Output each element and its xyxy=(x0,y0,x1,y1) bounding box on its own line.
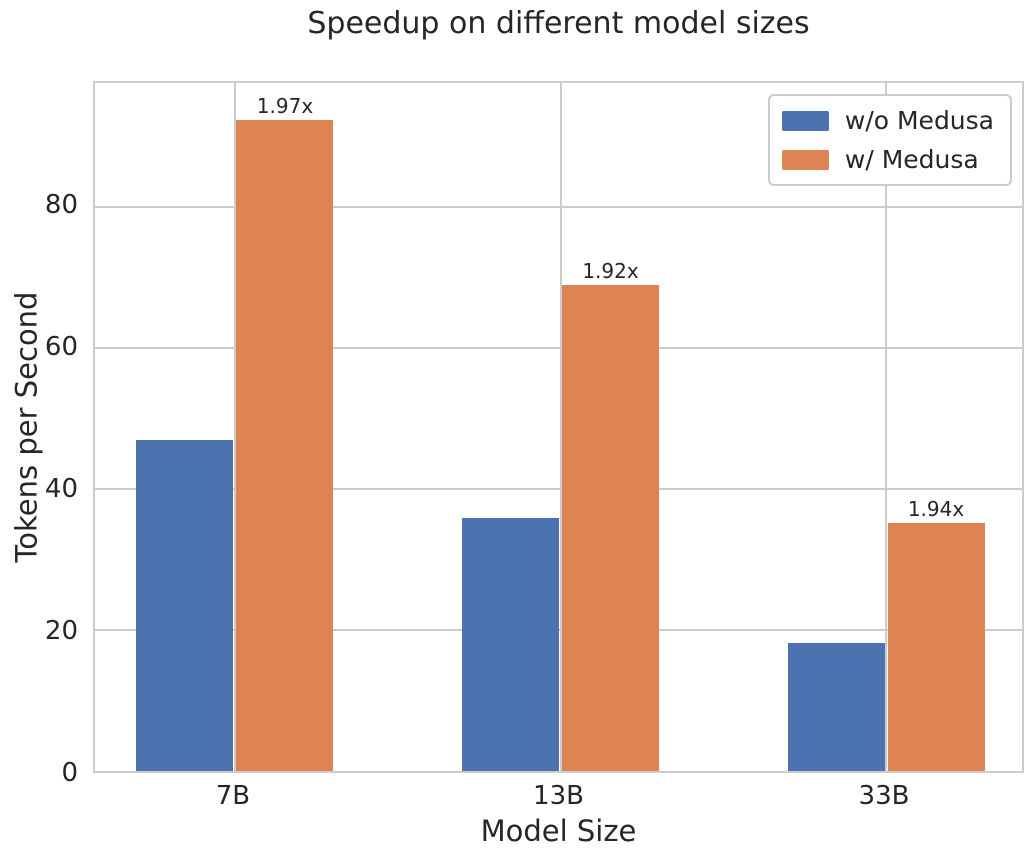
gridline-vertical xyxy=(559,83,562,771)
y-axis-label-box: Tokens per Second xyxy=(6,81,46,773)
x-tick-label: 33B xyxy=(858,781,910,811)
bar-7B-with-medusa xyxy=(236,119,334,771)
bar-13B-without-medusa xyxy=(462,517,559,771)
speedup-annotation: 1.94x xyxy=(907,497,965,522)
legend-swatch-icon xyxy=(781,149,829,170)
bar-33B-with-medusa xyxy=(887,523,985,771)
gridline-horizontal xyxy=(95,205,1022,208)
speedup-annotation: 1.92x xyxy=(582,258,639,283)
legend-label: w/ Medusa xyxy=(844,145,979,174)
y-tick-label: 40 xyxy=(44,474,78,505)
chart-title: Speedup on different model sizes xyxy=(307,6,810,41)
gridline-vertical xyxy=(233,83,236,771)
y-tick-label: 0 xyxy=(61,758,78,788)
speedup-annotation: 1.97x xyxy=(256,93,314,118)
x-tick-label: 7B xyxy=(215,781,251,811)
plot-area: w/o Medusa w/ Medusa 1.97x 1.92x 1.94x xyxy=(93,81,1024,773)
legend-label: w/o Medusa xyxy=(844,106,994,135)
bar-13B-with-medusa xyxy=(562,284,659,771)
legend-item-without-medusa: w/o Medusa xyxy=(781,106,994,135)
bar-7B-without-medusa xyxy=(136,440,234,771)
bar-33B-without-medusa xyxy=(787,643,885,771)
gridline-horizontal xyxy=(95,487,1022,490)
legend: w/o Medusa w/ Medusa xyxy=(767,94,1012,186)
y-tick-label: 20 xyxy=(44,616,78,647)
gridline-horizontal xyxy=(95,346,1022,349)
y-tick-label: 60 xyxy=(44,332,78,363)
x-tick-label: 13B xyxy=(533,781,584,811)
legend-swatch-icon xyxy=(781,110,829,131)
gridline-vertical xyxy=(885,83,888,771)
legend-item-with-medusa: w/ Medusa xyxy=(781,145,994,174)
x-axis-label: Model Size xyxy=(480,814,637,848)
y-tick-label: 80 xyxy=(44,190,78,221)
